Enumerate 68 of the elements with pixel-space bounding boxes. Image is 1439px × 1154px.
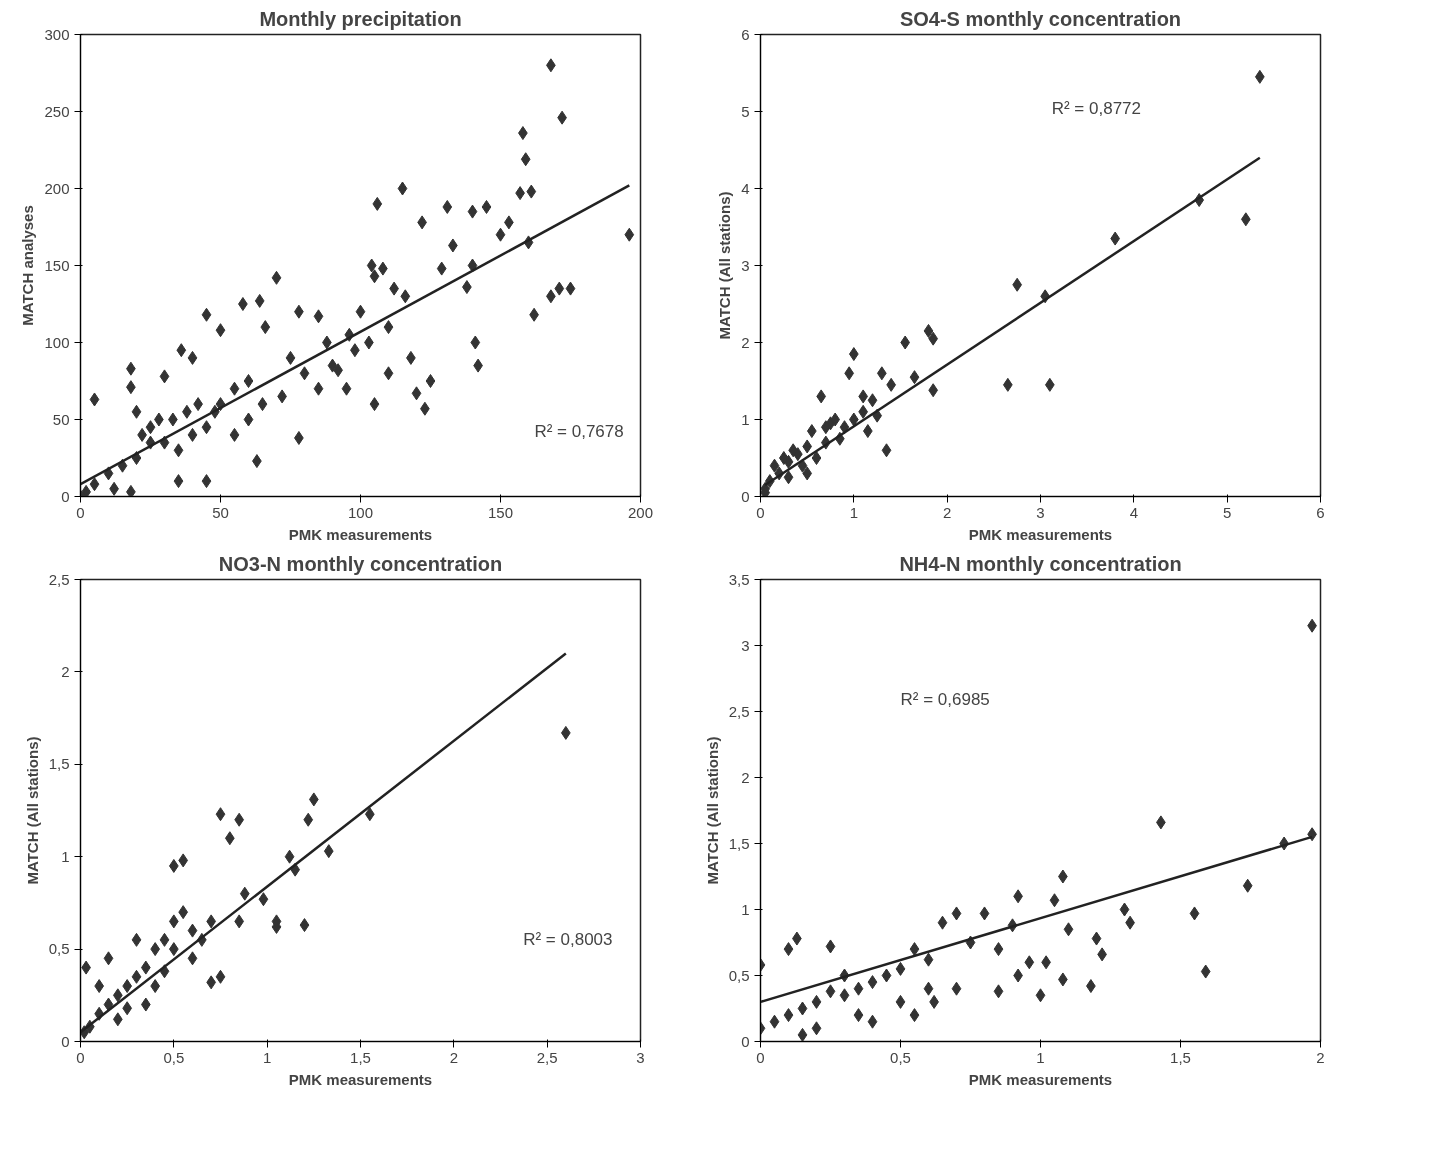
x-tick-label: 150 — [487, 503, 514, 521]
chart-title: NO3-N monthly concentration — [218, 552, 503, 575]
x-tick-label: 1,5 — [1170, 1048, 1191, 1066]
annotation: R² = 0,7678 — [534, 422, 624, 442]
x-tick-label: 0 — [756, 1048, 765, 1066]
x-tick-label: 5 — [1223, 503, 1232, 521]
y-axis-title: MATCH (All stations) — [703, 736, 721, 885]
annotation: R² = 0,8003 — [523, 930, 613, 950]
y-tick-label: 3 — [741, 636, 750, 654]
y-tick-label: 100 — [44, 333, 70, 351]
x-tick-label: 2,5 — [536, 1048, 558, 1066]
x-tick-label: 1 — [263, 1048, 272, 1066]
y-tick-label: 2 — [741, 768, 750, 786]
x-tick-label: 1 — [849, 503, 859, 521]
x-axis-title: PMK measurements — [288, 525, 433, 543]
y-tick-label: 0 — [741, 487, 750, 505]
y-axis-title: MATCH analyses — [19, 205, 37, 326]
x-tick-label: 1 — [1036, 1048, 1045, 1066]
y-tick-label: 1 — [61, 847, 70, 865]
y-axis-title: MATCH (All stations) — [716, 191, 734, 340]
x-tick-label: 0 — [76, 1048, 85, 1066]
y-tick-label: 0 — [61, 487, 70, 505]
x-tick-label: 0,5 — [163, 1048, 185, 1066]
chart-title: SO4-S monthly concentration — [899, 7, 1182, 30]
x-tick-label: 4 — [1129, 503, 1139, 521]
x-axis-title: PMK measurements — [288, 1070, 433, 1088]
y-tick-label: 3,5 — [728, 570, 750, 588]
y-tick-label: 1,5 — [48, 755, 70, 773]
y-tick-label: 2 — [741, 333, 750, 351]
y-tick-label: 2 — [61, 662, 70, 680]
y-tick-label: 250 — [44, 102, 70, 120]
y-tick-label: 300 — [44, 25, 70, 43]
x-tick-label: 100 — [347, 503, 374, 521]
x-tick-label: 0 — [756, 503, 765, 521]
y-tick-label: 200 — [44, 179, 70, 197]
chart-title: Monthly precipitation — [259, 7, 462, 30]
x-tick-label: 2 — [943, 503, 952, 521]
x-tick-label: 3 — [1036, 503, 1045, 521]
y-tick-label: 4 — [741, 179, 750, 197]
y-tick-label: 1,5 — [728, 834, 750, 852]
y-tick-label: 0 — [61, 1032, 70, 1050]
y-tick-label: 6 — [741, 25, 750, 43]
y-axis-title: MATCH (All stations) — [23, 736, 41, 885]
y-tick-label: 2,5 — [48, 570, 70, 588]
annotation: R² = 0,6985 — [900, 689, 990, 709]
x-axis-title: PMK measurements — [968, 525, 1113, 543]
y-tick-label: 50 — [52, 410, 70, 428]
y-tick-label: 1 — [741, 900, 750, 918]
y-tick-label: 0 — [741, 1032, 750, 1050]
annotation: R² = 0,8772 — [1051, 98, 1142, 118]
y-tick-label: 0,5 — [728, 966, 750, 984]
y-tick-label: 3 — [741, 256, 750, 274]
x-tick-label: 2 — [1316, 1048, 1325, 1066]
x-tick-label: 0,5 — [890, 1048, 911, 1066]
x-tick-label: 50 — [212, 503, 229, 521]
x-tick-label: 0 — [76, 503, 85, 521]
y-tick-label: 2,5 — [728, 702, 750, 720]
y-tick-label: 150 — [44, 256, 70, 274]
x-tick-label: 6 — [1316, 503, 1325, 521]
chart-title: NH4-N monthly concentration — [899, 552, 1182, 575]
x-tick-label: 2 — [449, 1048, 459, 1066]
x-tick-label: 200 — [627, 503, 654, 521]
y-tick-label: 5 — [741, 102, 750, 120]
x-axis-title: PMK measurements — [968, 1070, 1113, 1088]
x-tick-label: 3 — [636, 1048, 645, 1066]
y-tick-label: 1 — [741, 410, 750, 428]
y-tick-label: 0,5 — [48, 940, 70, 958]
x-tick-label: 1,5 — [350, 1048, 371, 1066]
